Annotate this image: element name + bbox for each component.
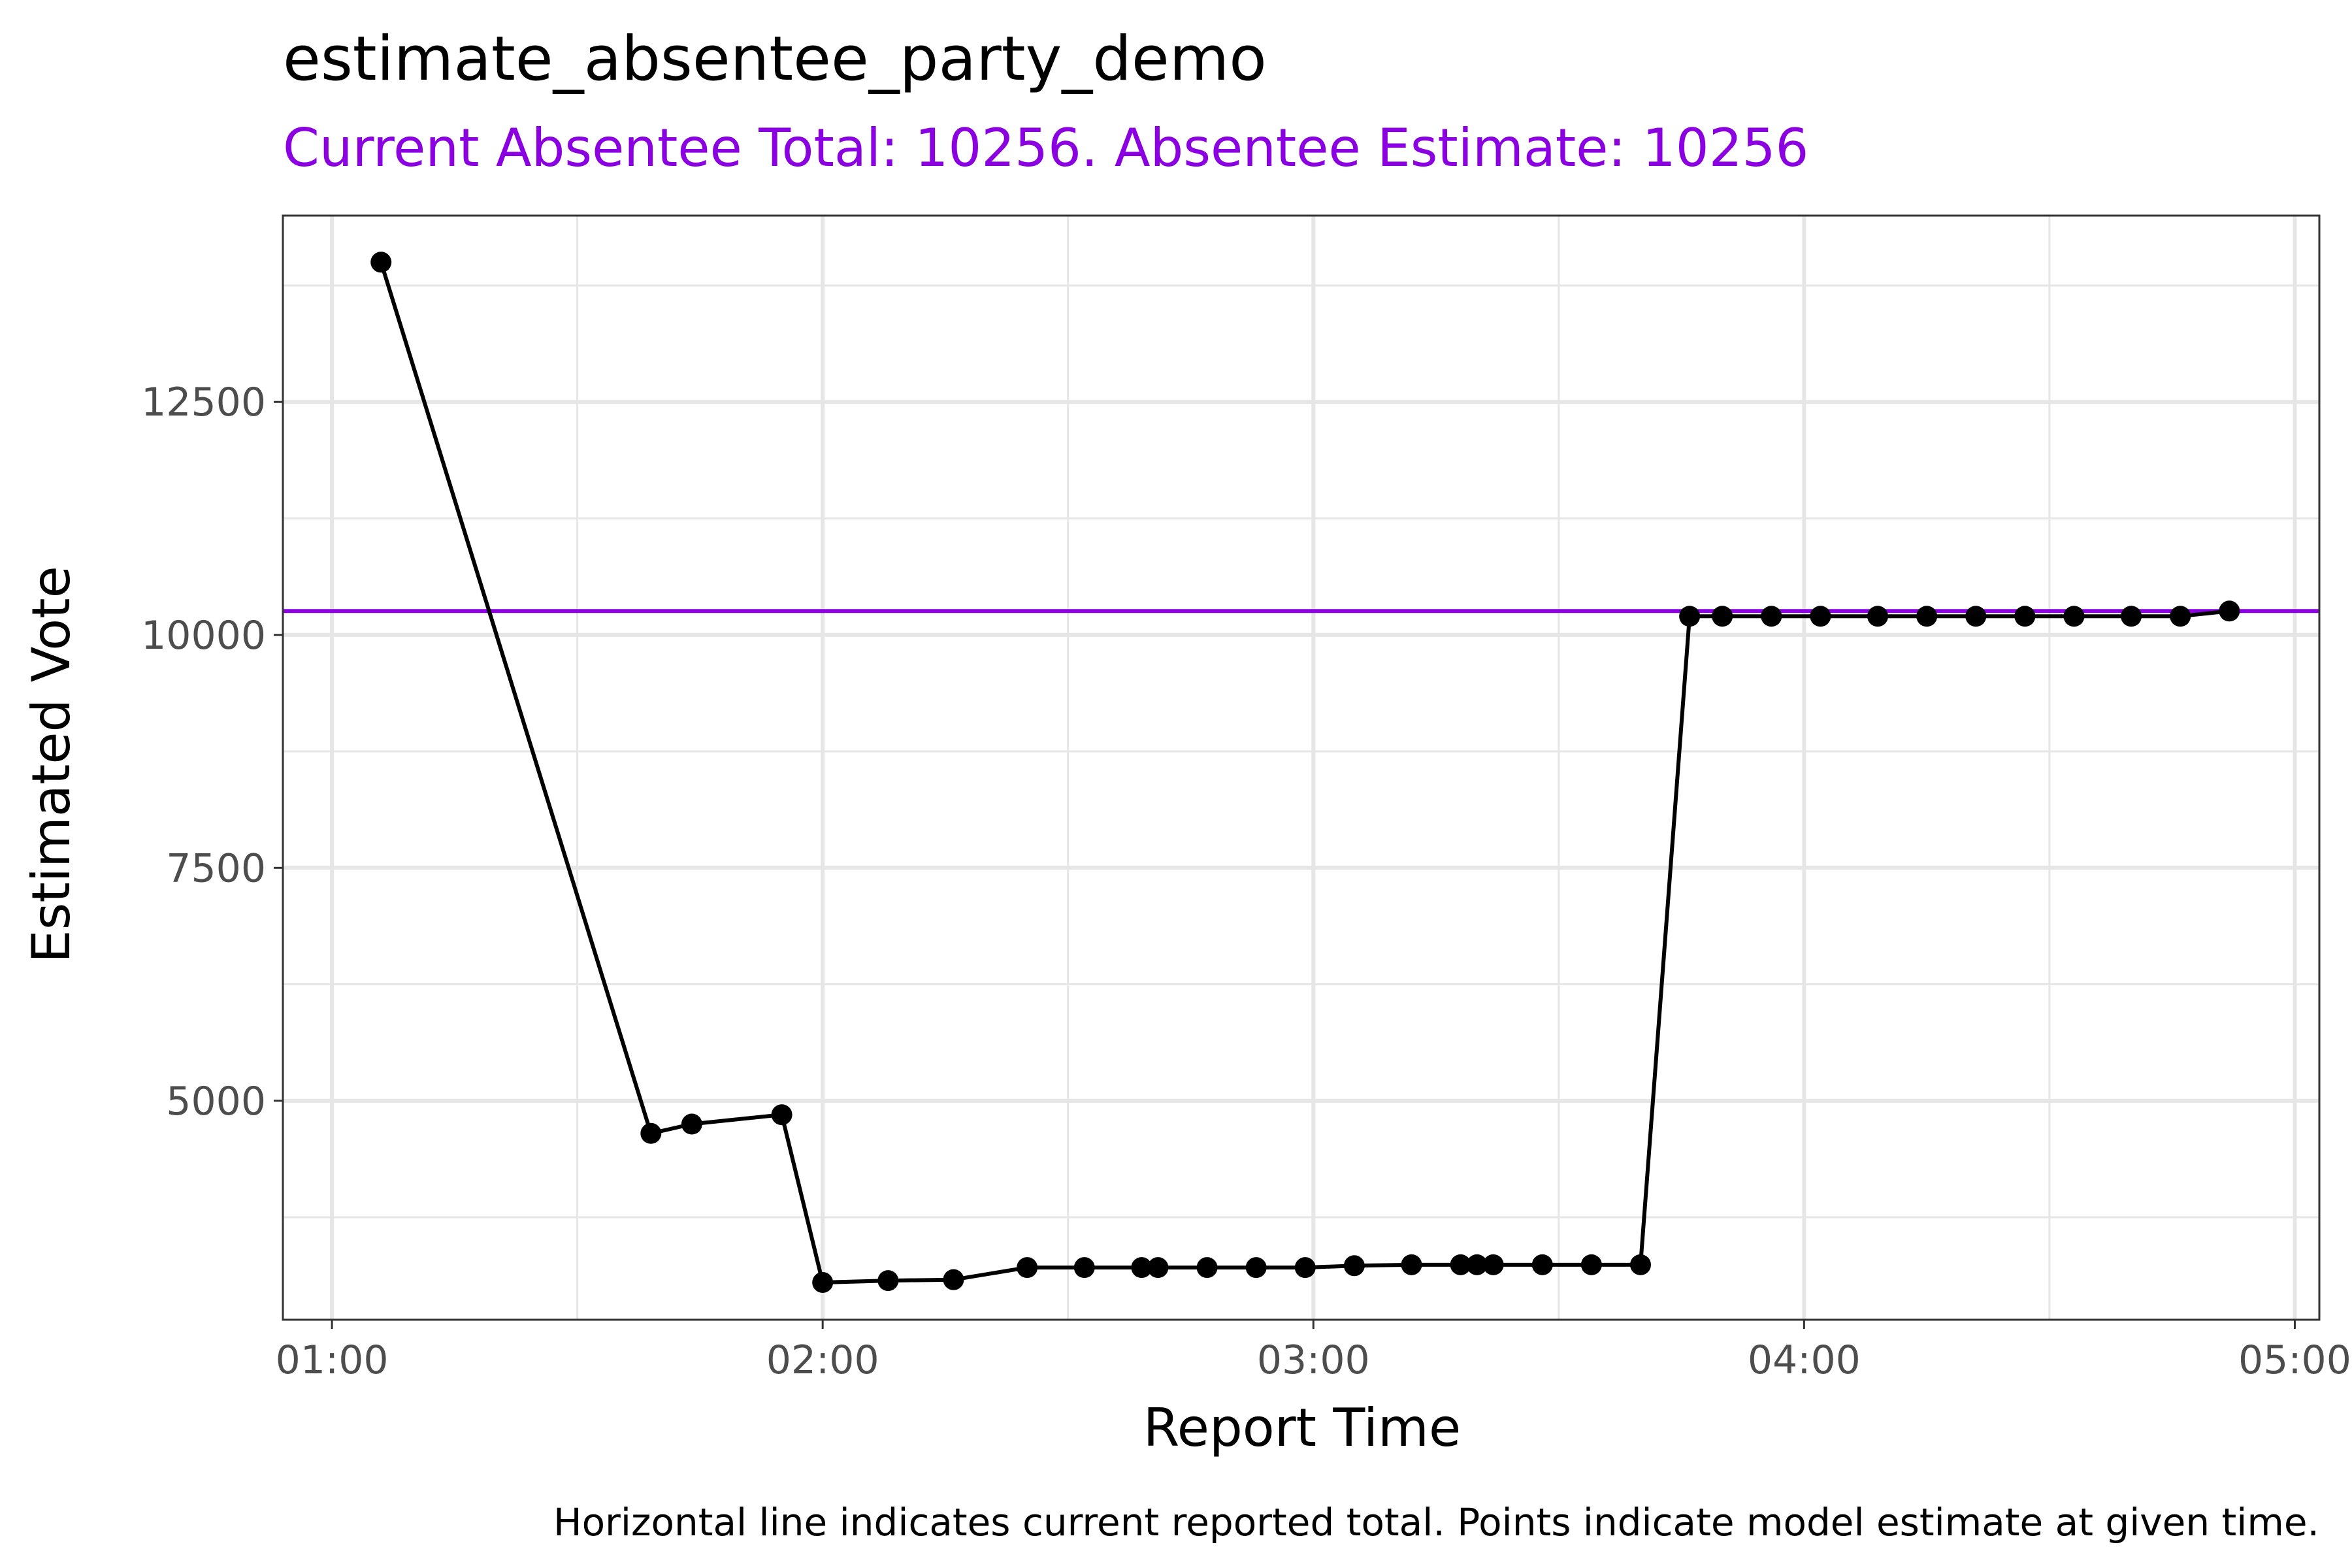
data-point bbox=[1531, 1254, 1553, 1275]
data-point bbox=[1131, 1257, 1152, 1279]
data-point bbox=[1580, 1254, 1602, 1275]
data-point bbox=[2170, 606, 2191, 627]
panel-border bbox=[282, 214, 2321, 1321]
y-tick-label: 7500 bbox=[166, 845, 266, 891]
x-tick-label: 03:00 bbox=[1257, 1337, 1370, 1383]
chart-title: estimate_absentee_party_demo bbox=[283, 24, 1267, 95]
data-point bbox=[812, 1271, 834, 1293]
minor-gridlines bbox=[283, 216, 2319, 1320]
chart-caption: Horizontal line indicates current report… bbox=[553, 1500, 2319, 1544]
x-tick-label: 02:00 bbox=[766, 1337, 879, 1383]
y-tick-label: 12500 bbox=[141, 380, 266, 425]
data-point bbox=[1343, 1255, 1365, 1277]
data-point bbox=[1482, 1254, 1504, 1275]
x-tick-label: 05:00 bbox=[2238, 1337, 2351, 1383]
data-point bbox=[1245, 1257, 1267, 1279]
data-point bbox=[1401, 1254, 1422, 1275]
data-point bbox=[640, 1122, 662, 1144]
y-axis-title: Estimated Vote bbox=[21, 566, 82, 963]
data-point bbox=[1867, 606, 1889, 627]
data-point bbox=[1965, 606, 1987, 627]
data-point bbox=[943, 1269, 964, 1290]
panel-background bbox=[283, 216, 2319, 1320]
data-point bbox=[1630, 1254, 1651, 1275]
x-axis-title: Report Time bbox=[1143, 1397, 1461, 1458]
data-point bbox=[1294, 1257, 1316, 1279]
x-tick-label: 01:00 bbox=[276, 1337, 389, 1383]
series-layer bbox=[370, 252, 2240, 1293]
x-axis: 01:00 02:00 03:00 04:00 05:00 bbox=[276, 1320, 2351, 1383]
y-tick-label: 10000 bbox=[141, 613, 266, 659]
data-point bbox=[1466, 1254, 1488, 1275]
data-point bbox=[1147, 1257, 1169, 1279]
data-point bbox=[2219, 600, 2240, 622]
data-point bbox=[2121, 606, 2142, 627]
data-point bbox=[1196, 1257, 1218, 1279]
panel-border-layer bbox=[282, 214, 2321, 1321]
data-point bbox=[1810, 606, 1831, 627]
data-point bbox=[370, 252, 392, 273]
data-point bbox=[1761, 606, 1782, 627]
major-gridlines bbox=[283, 216, 2319, 1320]
data-point bbox=[2063, 606, 2085, 627]
plot-panel bbox=[283, 216, 2319, 1320]
data-point bbox=[2014, 606, 2036, 627]
data-point bbox=[1679, 606, 1701, 627]
y-tick-label: 5000 bbox=[166, 1079, 266, 1124]
data-point bbox=[1017, 1257, 1038, 1279]
data-point bbox=[771, 1104, 792, 1126]
data-point bbox=[1916, 606, 1938, 627]
data-point bbox=[1712, 606, 1733, 627]
data-point bbox=[877, 1270, 899, 1292]
y-axis: 5000 7500 10000 12500 bbox=[141, 380, 283, 1124]
x-tick-label: 04:00 bbox=[1748, 1337, 1861, 1383]
data-point bbox=[1450, 1254, 1471, 1275]
data-point bbox=[1073, 1257, 1095, 1279]
data-point bbox=[681, 1113, 702, 1135]
chart-subtitle: Current Absentee Total: 10256. Absentee … bbox=[283, 118, 1808, 178]
